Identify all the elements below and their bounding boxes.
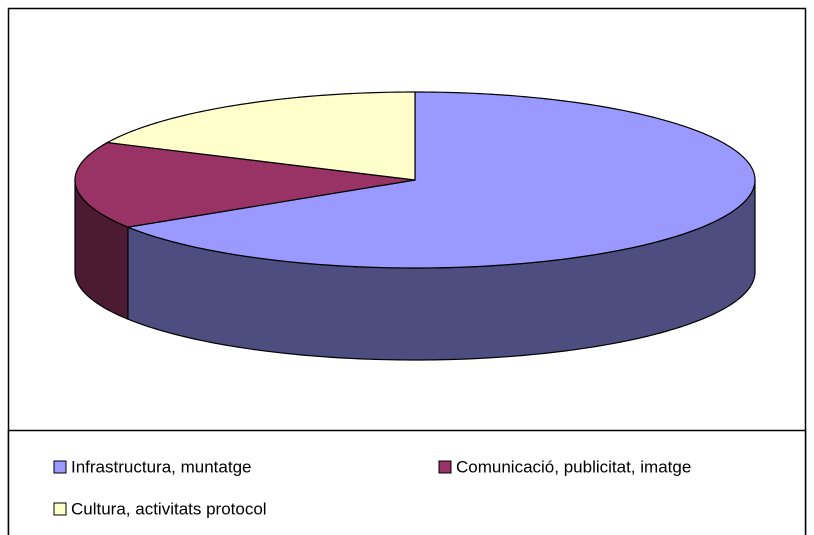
legend-swatch [53, 460, 67, 474]
legend-label: Infrastructura, muntatge [71, 457, 251, 476]
legend-box [7, 429, 807, 535]
legend-label: Cultura, activitats protocol [71, 499, 267, 518]
legend-label: Comunicació, publicitat, imatge [456, 457, 691, 476]
legend: Infrastructura, muntatge Comunicació, pub… [53, 457, 691, 518]
slice [105, 91, 416, 181]
legend-swatch [53, 502, 67, 516]
legend-swatch [438, 460, 452, 474]
slice [74, 141, 416, 228]
pie [74, 91, 756, 361]
slice [125, 91, 756, 269]
